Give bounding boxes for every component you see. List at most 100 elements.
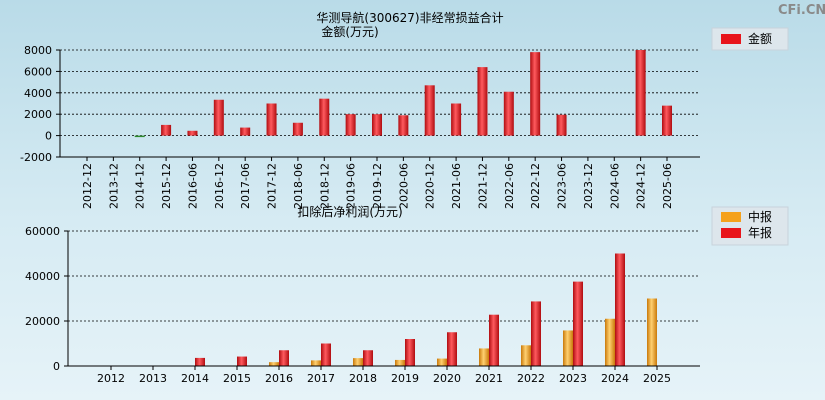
x-tick-label: 2025-06 [661,163,674,209]
chart-top-y-ticks: 8000 6000 4000 2000 0 -2000 [20,44,52,164]
bar-interim [605,318,615,366]
chart-top-legend-swatch [721,34,741,44]
bar-annual [237,356,247,366]
x-tick-label: 2021 [475,372,503,385]
x-tick-label: 2021-12 [476,163,489,209]
bar-interim [269,362,279,366]
x-tick-label: 2015 [223,372,251,385]
x-tick-label: 2025 [643,372,671,385]
chart-bottom-axes [64,230,700,370]
bar [398,115,409,136]
chart-top: 华测导航(300627)非经常损益合计 金额(万元) 8000 6000 4000 2… [20,10,789,209]
watermark: CFi.CN [778,3,825,18]
bar-interim [563,330,573,366]
bar [503,91,514,136]
bar [662,105,672,136]
x-tick-label: 2024 [601,372,629,385]
x-tick-label: 2021-06 [450,163,463,209]
y-tick-label: 4000 [24,87,52,100]
x-tick-label: 2017-12 [266,163,279,209]
x-tick-label: 2020-12 [424,163,437,209]
chart-bottom-bars [195,253,657,366]
bar-annual [195,357,205,366]
bar [134,135,145,138]
bar [556,114,567,136]
x-tick-label: 2020-06 [397,163,410,209]
chart-bottom-title: 扣除后净利润(万元) [297,204,402,219]
bar-annual [321,343,331,366]
bar-annual [279,350,289,366]
bar-interim [437,358,447,366]
bar-annual [531,301,541,366]
chart-top-legend-box [711,27,789,51]
y-tick-label: 20000 [25,315,60,328]
bar [372,114,382,136]
chart-top-bars [134,50,672,138]
bar-interim [311,360,321,366]
x-tick-label: 2022-06 [503,163,516,209]
x-tick-label: 2013 [139,372,167,385]
bar [292,122,303,136]
y-tick-label: 60000 [25,225,60,238]
y-tick-label: -2000 [20,151,52,164]
bar-interim [521,345,531,366]
chart-top-title: 华测导航(300627)非经常损益合计 [316,10,503,25]
x-tick-label: 2022 [517,372,545,385]
x-tick-label: 2012 [97,372,125,385]
chart-bottom-legend: 中报 年报 [711,206,789,246]
x-tick-label: 2017 [307,372,335,385]
x-tick-label: 2019-12 [371,163,384,209]
y-tick-label: 6000 [24,65,52,78]
x-tick-label: 2023 [559,372,587,385]
bar-interim [647,298,657,366]
x-tick-label: 2013-12 [107,163,120,209]
chart-bottom-grid [68,230,700,322]
bar-interim [479,348,489,366]
y-tick-label: 0 [53,360,60,373]
x-tick-label: 2018-06 [292,163,305,209]
bar [451,103,462,136]
x-tick-label: 2024-06 [608,163,621,209]
bar [530,52,541,136]
chart-top-legend: 金额 [711,27,789,51]
bar [240,127,251,136]
chart-bottom-legend-label-annual: 年报 [748,225,772,240]
bar-annual [363,350,373,366]
bar-annual [489,314,499,366]
chart-bottom-y-ticks: 60000 40000 20000 0 [25,225,60,373]
bar-annual [447,332,457,366]
bar-interim [395,359,405,366]
x-tick-label: 2022-12 [529,163,542,209]
bar-interim [353,358,363,366]
x-tick-label: 2017-06 [239,163,252,209]
chart-bottom: 扣除后净利润(万元) 60000 40000 20000 0 2012 2013 2014… [25,204,789,385]
bar [635,50,646,136]
chart-top-legend-label: 金额 [748,31,772,46]
x-tick-label: 2016 [265,372,293,385]
x-tick-label: 2023-06 [556,163,569,209]
bar-annual [573,281,583,366]
x-tick-label: 2019-06 [345,163,358,209]
bar [424,85,435,136]
x-tick-label: 2023-12 [582,163,595,209]
bar [266,103,277,136]
y-tick-label: 2000 [24,108,52,121]
bar [345,114,356,136]
chart-top-subtitle: 金额(万元) [321,24,378,39]
x-tick-label: 2016-06 [186,163,199,209]
bar-annual [405,339,415,366]
bar [161,124,172,136]
chart-bottom-legend-swatch-annual [721,228,741,238]
x-tick-label: 2018-12 [318,163,331,209]
bar [477,67,488,136]
y-tick-label: 8000 [24,44,52,57]
x-tick-label: 2014-12 [134,163,147,209]
chart-top-axes [56,49,700,161]
y-tick-label: 40000 [25,270,60,283]
bar-annual [615,253,625,366]
x-tick-label: 2019 [391,372,419,385]
x-tick-label: 2020 [433,372,461,385]
chart-bottom-x-ticks: 2012 2013 2014 2015 2016 2017 2018 2019 2020 2021… [97,372,671,385]
y-tick-label: 0 [45,130,52,143]
